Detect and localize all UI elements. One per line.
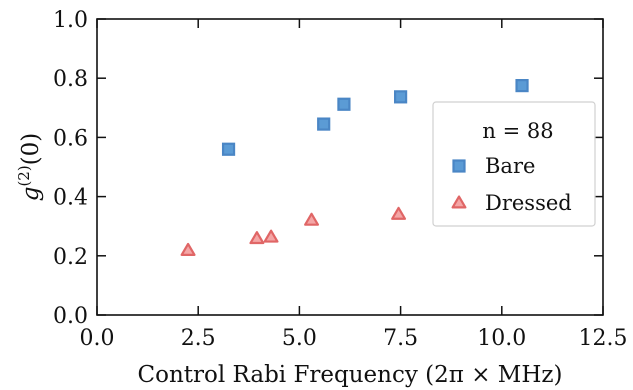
x-tick-label: 5.0 (282, 326, 317, 351)
legend-bare-marker (452, 159, 466, 173)
x-tick-label: 2.5 (181, 326, 216, 351)
dressed-point (180, 242, 196, 256)
y-tick-label: 0.4 (53, 186, 88, 211)
bare-point (394, 90, 408, 104)
dressed-point (263, 229, 279, 243)
legend: n = 88 Bare Dressed (432, 101, 596, 227)
y-tick-label: 1.0 (53, 8, 88, 33)
dressed-point (391, 206, 407, 220)
y-axis-label-base: g (18, 187, 44, 202)
bare-point (337, 97, 351, 111)
y-axis-label-superscript: (2) (15, 165, 33, 186)
y-axis-ticks: 0.0 0.2 0.4 0.6 0.8 1.0 (53, 8, 603, 329)
legend-label: Bare (485, 154, 535, 178)
y-axis-label: g(2)(0) (15, 133, 44, 202)
x-axis-ticks: 0.0 2.5 5.0 7.5 10.0 12.5 (80, 19, 628, 351)
bare-point (221, 142, 236, 156)
x-tick-label: 12.5 (579, 326, 628, 351)
bare-point (317, 117, 331, 131)
y-tick-label: 0.0 (53, 304, 88, 329)
y-tick-label: 0.8 (53, 67, 88, 92)
legend-label: Dressed (485, 191, 572, 215)
legend-title: n = 88 (482, 119, 553, 143)
x-tick-label: 0.0 (80, 326, 115, 351)
y-tick-label: 0.6 (53, 126, 88, 151)
x-tick-label: 10.0 (477, 326, 526, 351)
y-axis-label-argument: (0) (18, 133, 44, 166)
plot-frame (96, 18, 604, 316)
y-tick-label: 0.2 (53, 245, 88, 270)
legend-box (432, 101, 596, 227)
x-axis-label: Control Rabi Frequency (2π × MHz) (138, 362, 563, 388)
data-points (180, 78, 529, 256)
dressed-point (304, 212, 320, 226)
legend-items: Bare Dressed (451, 154, 572, 215)
dressed-point (249, 231, 265, 245)
x-tick-label: 7.5 (383, 326, 418, 351)
legend-dressed-marker (451, 195, 467, 209)
bare-point (515, 78, 529, 93)
